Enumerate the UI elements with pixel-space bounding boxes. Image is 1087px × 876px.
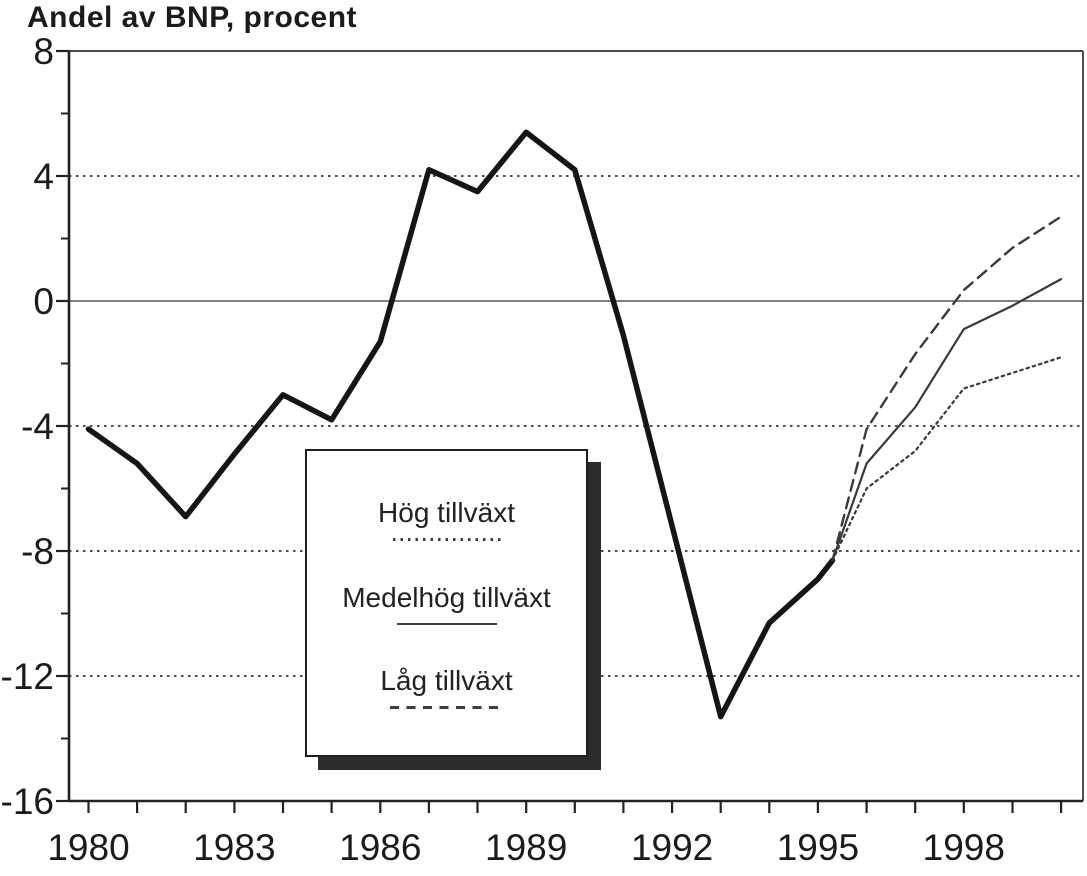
y-tick-label: -8 [21,531,54,572]
x-tick-label: 1983 [193,827,275,868]
chart-title: Andel av BNP, procent [27,1,358,34]
y-tick-label: 8 [33,31,54,72]
x-tick-label: 1995 [777,827,859,868]
legend-label-medelhog-tillvaxt: Medelhög tillväxt [342,581,551,613]
x-tick-label: 1986 [339,827,421,868]
x-tick-label: 1998 [923,827,1005,868]
legend-label-hog-tillvaxt: Hög tillväxt [378,497,515,529]
legend-entry-lag-tillvaxt: Låg tillväxt [380,664,513,709]
solid-line-sample-icon [396,622,497,625]
series-line-dashed [831,215,1063,562]
chart-legend: Hög tillväxt Medelhög tillväxt Låg tillv… [305,449,588,757]
series-line-thick [85,129,836,720]
series-line-solid [831,278,1063,562]
y-tick-label: -12 [1,656,54,697]
y-tick-label: 4 [33,156,54,197]
series-line-dotted [831,356,1063,562]
dashed-line-sample-icon [390,705,503,709]
y-tick-label: 0 [33,281,54,322]
legend-label-lag-tillvaxt: Låg tillväxt [380,664,513,696]
x-tick-label: 1992 [631,827,713,868]
y-tick-label: -16 [1,781,54,822]
x-tick-label: 1989 [485,827,567,868]
y-tick-label: -4 [21,406,54,447]
legend-entry-medelhog-tillvaxt: Medelhög tillväxt [342,582,551,625]
dotted-line-sample-icon [392,538,501,542]
x-tick-label: 1980 [47,827,129,868]
legend-entry-hog-tillvaxt: Hög tillväxt [378,497,515,542]
